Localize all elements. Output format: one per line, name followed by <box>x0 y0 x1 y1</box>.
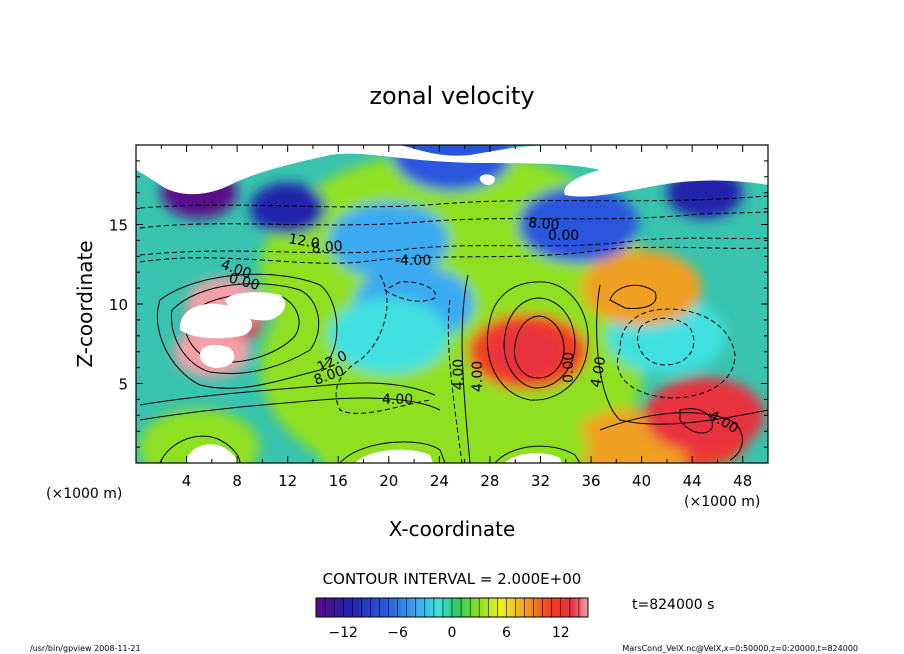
x-tick-label: 24 <box>430 472 449 490</box>
colorbar-tick-label: 0 <box>448 625 457 641</box>
x-tick-label: 28 <box>480 472 499 490</box>
field-blob <box>328 202 449 279</box>
colorbar-tick-label: −12 <box>328 625 358 641</box>
footer-left: /usr/bin/gpview 2008-11-21 <box>30 644 141 653</box>
contour-label: 4.00 <box>588 355 609 388</box>
field-blob <box>581 250 702 327</box>
x-tick-label: 8 <box>232 472 242 490</box>
footer-right: MarsCond_VelX.nc@VelX,x=0:50000,z=0:2000… <box>622 644 858 653</box>
y-tick-label: 10 <box>109 296 128 314</box>
colorbar-tick-label: 12 <box>552 625 570 641</box>
x-tick-label: 20 <box>379 472 398 490</box>
x-tick-label: 4 <box>182 472 192 490</box>
x-tick-label: 44 <box>683 472 702 490</box>
field-blob <box>467 409 588 463</box>
chart-title: zonal velocity <box>369 82 534 110</box>
colorbar-tick-label: 6 <box>502 625 511 641</box>
field-blob <box>249 182 326 235</box>
field-blob <box>328 297 449 374</box>
contour-label: 8.00 <box>311 238 343 257</box>
contour-label: 12.0 <box>287 231 320 252</box>
contour-label: 0.00 <box>561 352 577 383</box>
contour-lines <box>139 195 768 463</box>
x-tick-label: 12 <box>278 472 297 490</box>
y-tick-label: 5 <box>118 376 128 394</box>
contour-label: 4.00 <box>382 392 413 408</box>
y-axis: 5 10 15 <box>109 160 768 448</box>
y-axis-label: Z-coordinate <box>73 240 97 367</box>
y-unit-label: (×1000 m) <box>46 486 122 502</box>
contour-label: 4.00 <box>451 359 467 390</box>
contour-label-group: 12.0 8.00 -4.00 4.00 0.00 8.00 0.00 12.0… <box>219 215 741 437</box>
contour-interval-text: CONTOUR INTERVAL = 2.000E+00 <box>323 570 582 588</box>
x-tick-label: 16 <box>329 472 348 490</box>
x-axis-label: X-coordinate <box>389 517 516 541</box>
contour-label: 0.00 <box>548 228 579 244</box>
field-blob <box>644 377 765 454</box>
plot-area: 12.0 8.00 -4.00 4.00 0.00 8.00 0.00 12.0… <box>136 145 768 463</box>
field-blob <box>489 325 566 378</box>
x-tick-label: 48 <box>733 472 752 490</box>
x-tick-label: 40 <box>632 472 651 490</box>
contour-label: 0.00 <box>227 270 261 294</box>
y-tick-label: 15 <box>109 217 128 235</box>
x-unit-label: (×1000 m) <box>684 494 760 510</box>
x-tick-label: 36 <box>581 472 600 490</box>
colorbar-tick-label: −6 <box>387 625 408 641</box>
contour-label: 8.00 <box>528 215 560 234</box>
contour-label: -4.00 <box>395 253 431 269</box>
undefined-regions <box>136 145 768 463</box>
x-tick-label: 32 <box>531 472 550 490</box>
x-axis: 4 8 12 16 20 24 28 32 36 40 44 48 <box>160 145 752 490</box>
colorbar: −12 −6 0 6 12 <box>315 597 589 641</box>
time-label: t=824000 s <box>632 597 714 613</box>
contour-label: 4.00 <box>470 361 486 392</box>
colorbar-ticks: −12 −6 0 6 12 <box>315 598 589 641</box>
field-blob <box>316 409 437 463</box>
